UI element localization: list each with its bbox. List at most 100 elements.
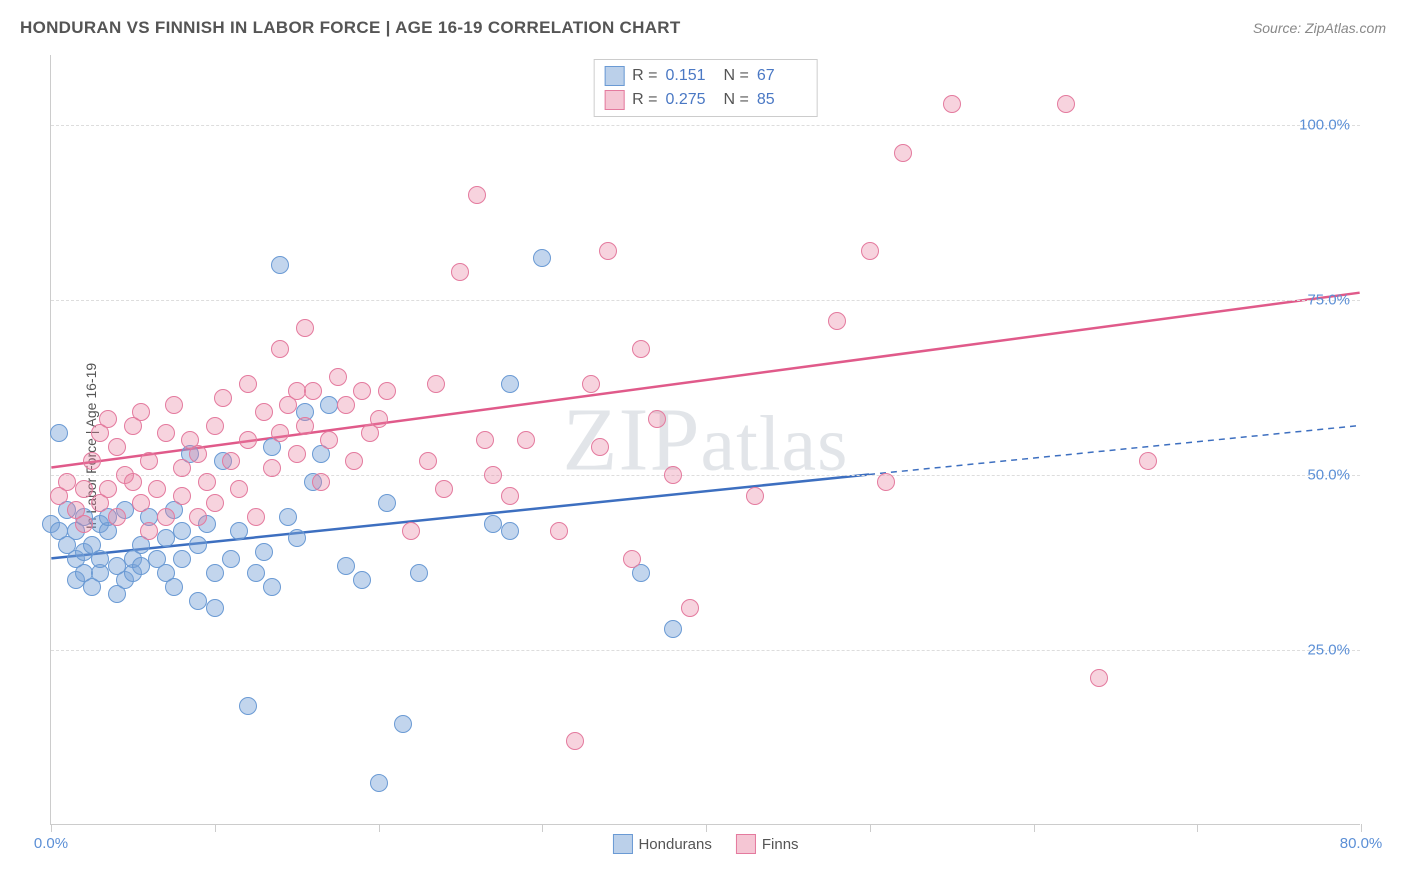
x-tick: [870, 824, 871, 832]
scatter-point: [132, 403, 150, 421]
y-tick-label: 100.0%: [1299, 117, 1350, 134]
scatter-point: [140, 452, 158, 470]
scatter-point: [427, 375, 445, 393]
r-label: R =: [632, 91, 657, 109]
regression-line-finns: [51, 293, 1359, 468]
scatter-point: [91, 564, 109, 582]
scatter-point: [157, 508, 175, 526]
scatter-point: [353, 571, 371, 589]
swatch-finns: [604, 90, 624, 110]
scatter-point: [681, 599, 699, 617]
scatter-point: [173, 550, 191, 568]
scatter-point: [124, 550, 142, 568]
scatter-point: [632, 340, 650, 358]
scatter-point: [75, 543, 93, 561]
scatter-point: [263, 578, 281, 596]
gridline-h: [51, 650, 1360, 651]
scatter-point: [83, 578, 101, 596]
stats-row-finns: R = 0.275 N = 85: [604, 88, 807, 112]
scatter-point: [206, 417, 224, 435]
scatter-point: [247, 508, 265, 526]
scatter-point: [50, 487, 68, 505]
scatter-point: [83, 536, 101, 554]
scatter-point: [165, 396, 183, 414]
scatter-point: [157, 424, 175, 442]
scatter-point: [181, 445, 199, 463]
scatter-point: [582, 375, 600, 393]
scatter-point: [746, 487, 764, 505]
scatter-point: [632, 564, 650, 582]
scatter-point: [370, 774, 388, 792]
x-tick: [215, 824, 216, 832]
scatter-point: [1139, 452, 1157, 470]
scatter-point: [320, 431, 338, 449]
scatter-point: [75, 515, 93, 533]
scatter-point: [99, 410, 117, 428]
scatter-point: [533, 249, 551, 267]
legend-label-hondurans: Hondurans: [638, 836, 711, 853]
scatter-point: [157, 564, 175, 582]
title-bar: HONDURAN VS FINNISH IN LABOR FORCE | AGE…: [20, 18, 1386, 38]
n-label: N =: [724, 67, 749, 85]
scatter-point: [345, 452, 363, 470]
scatter-point: [108, 438, 126, 456]
scatter-point: [484, 515, 502, 533]
scatter-point: [67, 550, 85, 568]
scatter-point: [451, 263, 469, 281]
scatter-point: [312, 445, 330, 463]
scatter-point: [58, 536, 76, 554]
scatter-point: [83, 452, 101, 470]
x-tick-label: 80.0%: [1340, 835, 1383, 852]
scatter-point: [329, 368, 347, 386]
scatter-point: [255, 543, 273, 561]
y-tick-label: 25.0%: [1307, 642, 1350, 659]
scatter-point: [378, 494, 396, 512]
chart-title: HONDURAN VS FINNISH IN LABOR FORCE | AGE…: [20, 18, 681, 38]
legend-label-finns: Finns: [762, 836, 799, 853]
scatter-point: [566, 732, 584, 750]
scatter-point: [108, 585, 126, 603]
scatter-point: [943, 95, 961, 113]
scatter-point: [288, 382, 306, 400]
scatter-point: [550, 522, 568, 540]
scatter-point: [828, 312, 846, 330]
x-tick: [1197, 824, 1198, 832]
r-value-hondurans: 0.151: [666, 67, 716, 85]
scatter-point: [402, 522, 420, 540]
scatter-point: [140, 522, 158, 540]
scatter-point: [50, 522, 68, 540]
scatter-point: [394, 715, 412, 733]
scatter-point: [91, 494, 109, 512]
scatter-point: [222, 550, 240, 568]
scatter-point: [108, 508, 126, 526]
stats-legend-box: R = 0.151 N = 67 R = 0.275 N = 85: [593, 59, 818, 117]
scatter-point: [124, 564, 142, 582]
scatter-point: [99, 480, 117, 498]
scatter-point: [419, 452, 437, 470]
scatter-point: [206, 599, 224, 617]
scatter-point: [58, 501, 76, 519]
scatter-point: [501, 522, 519, 540]
scatter-point: [320, 396, 338, 414]
legend-item-hondurans: Hondurans: [612, 834, 711, 854]
x-tick: [51, 824, 52, 832]
scatter-point: [861, 242, 879, 260]
scatter-point: [189, 445, 207, 463]
scatter-point: [91, 515, 109, 533]
scatter-point: [206, 494, 224, 512]
scatter-point: [337, 396, 355, 414]
regression-line-hondurans-dashed: [869, 426, 1360, 475]
scatter-point: [173, 522, 191, 540]
scatter-point: [410, 564, 428, 582]
x-tick: [706, 824, 707, 832]
scatter-point: [296, 319, 314, 337]
scatter-point: [591, 438, 609, 456]
scatter-point: [230, 480, 248, 498]
scatter-point: [189, 592, 207, 610]
scatter-point: [132, 557, 150, 575]
x-tick: [1034, 824, 1035, 832]
scatter-point: [271, 340, 289, 358]
scatter-point: [132, 536, 150, 554]
r-value-finns: 0.275: [666, 91, 716, 109]
scatter-point: [67, 571, 85, 589]
